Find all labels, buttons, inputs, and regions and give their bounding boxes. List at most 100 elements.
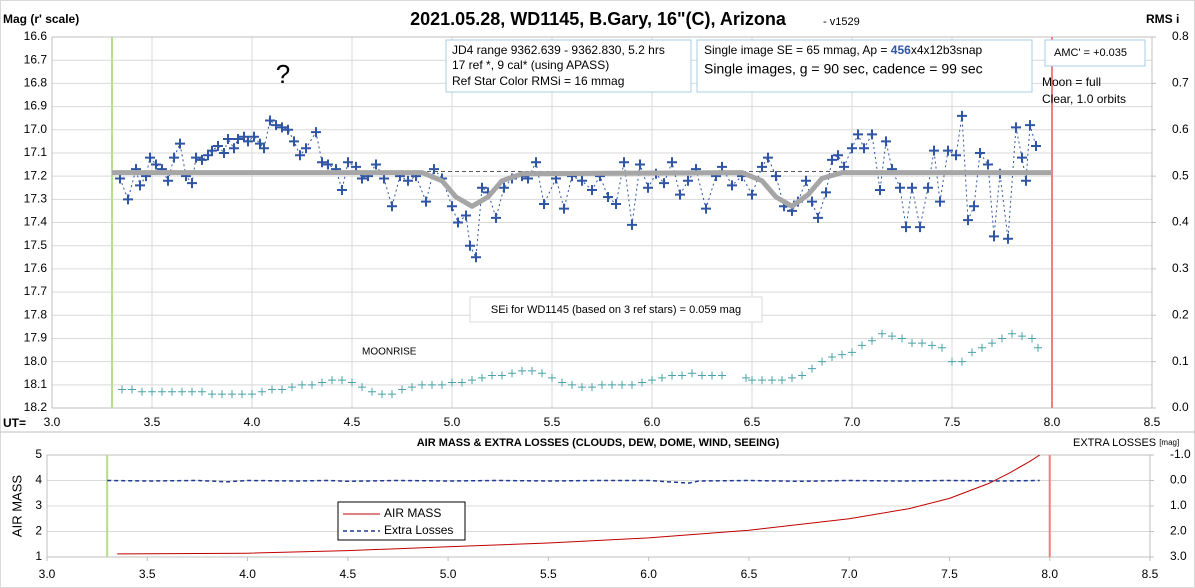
y-tick-label: 17.3 xyxy=(24,191,48,205)
data-point xyxy=(727,180,737,191)
data-point xyxy=(838,350,846,359)
data-point xyxy=(453,217,463,228)
data-point xyxy=(448,378,456,387)
y2-axis-label: EXTRA LOSSES [mag] xyxy=(1073,437,1179,449)
x-tick-label: 3.0 xyxy=(44,415,61,429)
data-point xyxy=(379,173,389,184)
data-point xyxy=(538,369,546,378)
x-tick-label: 3.0 xyxy=(39,567,56,581)
y-tick-label: 17.6 xyxy=(24,261,48,275)
y-tick-label: 16.7 xyxy=(24,52,48,66)
data-point xyxy=(388,390,396,399)
data-point xyxy=(828,352,836,361)
data-point xyxy=(998,334,1006,343)
y2-tick-label: 0.8 xyxy=(1172,29,1189,43)
data-point xyxy=(168,387,176,396)
data-point xyxy=(358,383,366,392)
data-point xyxy=(138,387,146,396)
series-line xyxy=(107,479,1040,484)
data-point xyxy=(213,140,223,151)
data-point xyxy=(471,252,481,263)
data-point xyxy=(233,134,243,145)
data-point xyxy=(763,152,773,163)
data-point xyxy=(619,157,629,168)
data-point xyxy=(277,122,287,133)
data-point xyxy=(813,212,823,223)
data-point xyxy=(338,376,346,385)
data-point xyxy=(311,127,321,138)
data-point xyxy=(348,378,356,387)
x-tick-label: 4.5 xyxy=(344,415,361,429)
x-tick-label: 3.5 xyxy=(144,415,161,429)
data-point xyxy=(668,371,676,380)
x-tick-label: 6.5 xyxy=(741,567,758,581)
data-point xyxy=(698,371,706,380)
x-axis-label: UT= xyxy=(3,416,26,430)
data-point xyxy=(265,115,275,126)
x-tick-label: 8.5 xyxy=(1144,415,1161,429)
y2-tick-label: 0.7 xyxy=(1172,76,1189,90)
data-point xyxy=(429,164,439,175)
data-point xyxy=(888,332,896,341)
data-point xyxy=(428,380,436,389)
data-point xyxy=(447,201,457,212)
data-point xyxy=(229,143,239,154)
y-tick-label: 17.7 xyxy=(24,284,48,298)
data-point xyxy=(678,371,686,380)
data-point xyxy=(421,196,431,207)
data-point xyxy=(465,240,475,251)
y2-tick-label: 0.0 xyxy=(1172,400,1189,414)
y-tick-label: 2 xyxy=(35,524,42,538)
data-point xyxy=(908,339,916,348)
data-point xyxy=(498,371,506,380)
data-point xyxy=(847,143,857,154)
data-point xyxy=(208,390,216,399)
y2-tick-label: 0.1 xyxy=(1172,354,1189,368)
data-point xyxy=(848,348,856,357)
data-point xyxy=(499,182,509,193)
data-point xyxy=(988,339,996,348)
data-point xyxy=(915,222,925,233)
data-point xyxy=(881,136,891,147)
info-line: 17 ref *, 9 cal* (using APASS) xyxy=(452,58,609,72)
x-tick-label: 8.5 xyxy=(1142,567,1159,581)
data-point xyxy=(508,369,516,378)
x-tick-label: 6.5 xyxy=(744,415,761,429)
info-box xyxy=(469,296,763,323)
data-point xyxy=(768,376,776,385)
data-point xyxy=(808,364,816,373)
data-point xyxy=(477,182,487,193)
data-point xyxy=(461,210,471,221)
data-point xyxy=(648,376,656,385)
y2-tick-label: 0.2 xyxy=(1172,307,1189,321)
data-point xyxy=(658,373,666,382)
x-tick-label: 4.0 xyxy=(239,567,256,581)
data-point xyxy=(191,152,201,163)
x-tick-label: 6.0 xyxy=(640,567,657,581)
data-point xyxy=(188,387,196,396)
data-point xyxy=(135,180,145,191)
data-point xyxy=(587,185,597,196)
info-box xyxy=(696,39,1033,93)
chart-title: 2021.05.28, WD1145, B.Gary, 16"(C), Ariz… xyxy=(410,9,787,29)
data-point xyxy=(1011,122,1021,133)
chart-title: AIR MASS & EXTRA LOSSES (CLOUDS, DEW, DO… xyxy=(417,437,780,449)
data-point xyxy=(718,371,726,380)
data-point xyxy=(248,390,256,399)
data-point xyxy=(145,152,155,163)
data-point xyxy=(1018,332,1026,341)
data-point xyxy=(963,215,973,226)
data-point xyxy=(259,143,269,154)
data-point xyxy=(238,390,246,399)
data-point xyxy=(197,154,207,165)
data-point xyxy=(957,110,967,121)
data-point xyxy=(951,150,961,161)
data-point xyxy=(603,191,613,202)
y2-tick-label: 0.3 xyxy=(1172,261,1189,275)
data-point xyxy=(178,387,186,396)
legend-label: Extra Losses xyxy=(384,523,453,537)
data-point xyxy=(638,378,646,387)
version: - v1529 xyxy=(823,16,860,28)
data-point xyxy=(868,336,876,345)
x-tick-label: 7.0 xyxy=(844,415,861,429)
